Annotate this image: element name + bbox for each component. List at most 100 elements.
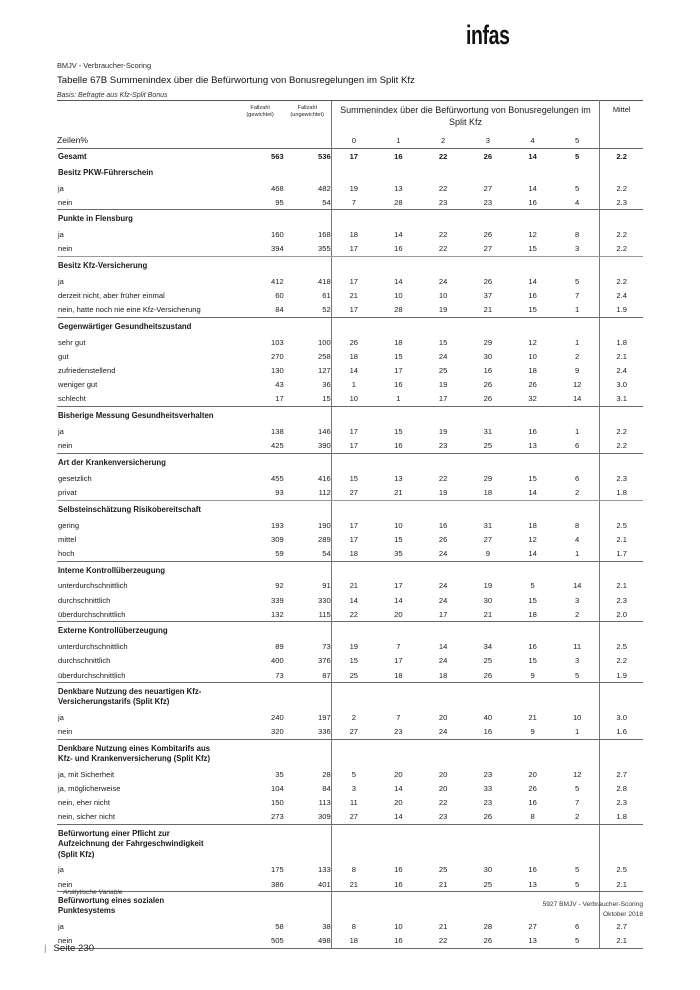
cell-index-5: 4 bbox=[555, 195, 601, 211]
cell-index-0: 2 bbox=[330, 711, 376, 726]
cell-index-1: 7 bbox=[396, 713, 401, 723]
cell-index-0: 27 bbox=[330, 485, 376, 501]
row-label: gering bbox=[58, 520, 80, 530]
group-title: Art der Krankenversicherung bbox=[58, 457, 166, 467]
row-label: ja bbox=[58, 922, 64, 932]
group-spacer-index-4 bbox=[510, 164, 555, 182]
group-spacer-index-0 bbox=[330, 891, 376, 921]
cell-index-5: 5 bbox=[555, 863, 601, 878]
cell-mittel: 2.3 bbox=[616, 595, 627, 605]
group-spacer-1 bbox=[236, 683, 283, 711]
group-spacer-mittel bbox=[600, 683, 643, 711]
group-header-row: Interne Kontrollüberzeugung bbox=[57, 561, 643, 580]
cell-index-3: 29 bbox=[483, 338, 493, 348]
group-spacer-index-1 bbox=[376, 683, 421, 711]
cell-mittel: 2.2 bbox=[616, 151, 627, 161]
cell-mittel: 1.8 bbox=[599, 810, 643, 826]
cell-index-0: 17 bbox=[330, 148, 376, 164]
cell-index-4: 26 bbox=[528, 784, 537, 794]
cell-mittel: 2.2 bbox=[616, 230, 627, 240]
group-spacer-index-0 bbox=[330, 453, 376, 472]
row-label: ja, mit Sicherheit bbox=[58, 770, 115, 780]
cell-fallzahl-weighted: 412 bbox=[271, 277, 284, 287]
group-spacer-index-5 bbox=[555, 453, 601, 472]
group-header-row: Bisherige Messung Gesundheitsverhalten bbox=[57, 406, 643, 425]
cell-fallzahl-unweighted: 168 bbox=[318, 230, 331, 240]
cell-index-5: 1 bbox=[555, 424, 601, 439]
group-spacer-1 bbox=[236, 825, 283, 863]
group-spacer-1 bbox=[236, 407, 283, 425]
row-label: Gesamt bbox=[58, 151, 87, 161]
cell-index-3: 28 bbox=[483, 922, 493, 932]
table-row: nein, eher nicht 150 113 11 20 22 23 16 7 2.3 bbox=[57, 796, 643, 811]
cell-mittel: 1.9 bbox=[599, 303, 643, 319]
group-spacer-index-2 bbox=[421, 164, 466, 182]
table-row: gut 270 258 18 15 24 30 10 2 2.1 bbox=[57, 349, 643, 364]
table-row: nein 394 355 17 16 22 27 15 3 2.2 bbox=[57, 242, 643, 258]
group-spacer-index-2 bbox=[421, 740, 466, 768]
group-title: Befürwortung einer Pflicht zur Aufzeichn… bbox=[58, 829, 204, 859]
cell-fallzahl-weighted: 320 bbox=[236, 725, 284, 741]
group-spacer-index-1 bbox=[376, 210, 421, 228]
table-row: gering 193 190 17 10 16 31 18 8 2.5 bbox=[57, 518, 643, 533]
group-spacer-index-4 bbox=[510, 453, 555, 471]
table-row: nein 386 401 21 16 21 25 13 5 2.1 bbox=[57, 877, 643, 893]
group-spacer-index-4 bbox=[510, 740, 555, 768]
group-title: Externe Kontrollüberzeugung bbox=[58, 626, 168, 636]
group-spacer-index-2 bbox=[421, 825, 466, 863]
cell-index-2: 26 bbox=[438, 534, 448, 544]
group-spacer-mittel bbox=[600, 453, 643, 471]
cell-index-4: 9 bbox=[510, 725, 556, 741]
cell-index-1: 21 bbox=[375, 485, 421, 501]
cell-fallzahl-weighted: 104 bbox=[271, 784, 284, 794]
cell-index-2: 24 bbox=[438, 656, 448, 666]
cell-index-1: 16 bbox=[394, 151, 403, 161]
group-spacer-index-5 bbox=[555, 256, 601, 275]
cell-index-4: 14 bbox=[510, 546, 556, 562]
cell-fallzahl-unweighted: 100 bbox=[318, 338, 331, 348]
cell-index-3: 16 bbox=[483, 366, 493, 376]
table-row: hoch 59 54 18 35 24 9 14 1 1.7 bbox=[57, 546, 643, 562]
cell-mittel: 1.8 bbox=[599, 485, 643, 501]
cell-index-2: 24 bbox=[438, 352, 448, 362]
cell-index-1: 16 bbox=[375, 877, 421, 893]
cell-index-0: 7 bbox=[330, 195, 376, 211]
cell-mittel: 2.3 bbox=[599, 195, 643, 211]
header-index-1: 1 bbox=[375, 133, 421, 150]
cell-index-5: 12 bbox=[555, 377, 601, 393]
row-label: nein bbox=[57, 877, 237, 893]
cell-index-0: 3 bbox=[330, 782, 376, 797]
cell-fallzahl-weighted: 386 bbox=[236, 877, 284, 893]
cell-index-0: 18 bbox=[330, 934, 376, 950]
table-row: derzeit nicht, aber früher einmal 60 61 21 1… bbox=[57, 288, 643, 304]
page-title: Tabelle 67B Summenindex über die Befürwo… bbox=[57, 75, 415, 87]
cell-index-2: 22 bbox=[438, 473, 448, 483]
cell-index-0: 17 bbox=[330, 274, 376, 289]
header-index-span-title: Summenindex über die Befürwortung von Bo… bbox=[330, 100, 601, 134]
cell-index-5: 11 bbox=[555, 640, 601, 655]
row-label: nein bbox=[57, 934, 237, 950]
table-row: ja 412 418 17 14 24 26 14 5 2.2 bbox=[57, 274, 643, 289]
cell-fallzahl-unweighted: 115 bbox=[283, 607, 332, 623]
table-row: ja, möglicherweise 104 84 3 14 20 33 26 5 2.8 bbox=[57, 782, 643, 797]
group-spacer-index-5 bbox=[555, 891, 601, 921]
cell-index-3: 25 bbox=[465, 438, 511, 454]
cell-index-5: 1 bbox=[555, 546, 601, 562]
cell-fallzahl-weighted: 84 bbox=[236, 303, 284, 319]
cell-index-3: 21 bbox=[465, 607, 511, 623]
cell-index-0: 17 bbox=[330, 303, 376, 319]
group-spacer-2 bbox=[284, 210, 332, 228]
group-spacer-mittel bbox=[600, 257, 643, 275]
cell-index-3: 26 bbox=[483, 380, 493, 390]
table-body: Gesamt 563 536 17 16 22 26 14 5 2.2 Besitz PKW-Füh… bbox=[57, 148, 643, 950]
cell-index-2: 25 bbox=[438, 865, 448, 875]
cell-index-3: 9 bbox=[465, 546, 511, 562]
group-title: Punkte in Flensburg bbox=[58, 214, 133, 224]
cell-fallzahl-unweighted: 309 bbox=[283, 810, 332, 826]
table-row: nein 505 498 18 16 22 26 13 5 2.1 bbox=[57, 934, 643, 950]
group-title: Besitz PKW-Führerschein bbox=[58, 167, 154, 177]
cell-index-1: 13 bbox=[394, 473, 403, 483]
cell-mittel: 2.5 bbox=[616, 642, 627, 652]
cell-index-4: 16 bbox=[528, 427, 537, 437]
table-row: ja 138 146 17 15 19 31 16 1 2.2 bbox=[57, 424, 643, 439]
